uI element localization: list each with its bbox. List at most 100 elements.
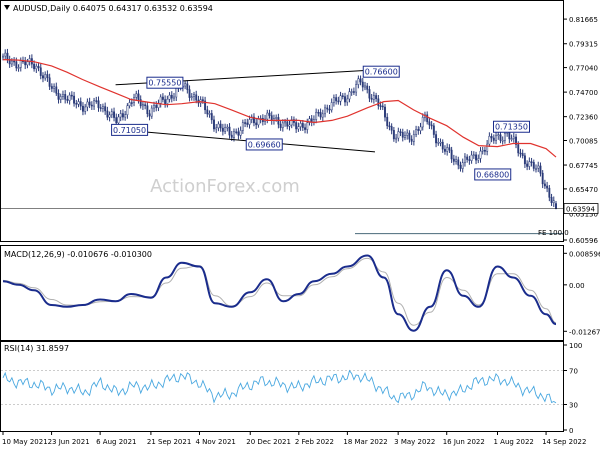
candle-body bbox=[463, 156, 466, 163]
candle-body bbox=[77, 101, 80, 105]
candle-body bbox=[88, 101, 91, 106]
candle-body bbox=[537, 165, 540, 169]
macd-line bbox=[2, 254, 557, 332]
rsi-panel-frame bbox=[0, 341, 564, 432]
candle-body bbox=[528, 161, 531, 167]
candle-body bbox=[521, 153, 524, 156]
candle-body bbox=[44, 74, 47, 79]
candle-body bbox=[415, 129, 418, 135]
candle-body bbox=[290, 119, 293, 126]
candle-body bbox=[350, 91, 353, 93]
candle-body bbox=[55, 86, 58, 94]
candle-body bbox=[450, 149, 453, 160]
candle-body bbox=[406, 132, 409, 136]
candle-body bbox=[130, 102, 133, 104]
candle-body bbox=[508, 131, 511, 140]
candle-body bbox=[184, 83, 187, 87]
candle-body bbox=[437, 141, 440, 144]
candle-body bbox=[432, 125, 435, 135]
candle-body bbox=[421, 117, 424, 128]
price-y-tick-label: 0.77040 bbox=[569, 65, 598, 73]
candle-body bbox=[110, 111, 113, 116]
candles bbox=[2, 48, 557, 210]
candle-body bbox=[108, 114, 111, 118]
price-y-tick-label: 0.81665 bbox=[569, 16, 598, 24]
candle-body bbox=[241, 122, 244, 131]
candle-body bbox=[335, 97, 338, 102]
candle-body bbox=[62, 94, 64, 97]
candle-body bbox=[344, 96, 346, 103]
annotation-label: 0.75550 bbox=[148, 79, 181, 88]
candle-body bbox=[206, 109, 209, 115]
candle-body bbox=[348, 91, 351, 100]
candle-body bbox=[543, 183, 546, 187]
candle-body bbox=[519, 152, 522, 155]
candle-body bbox=[379, 105, 382, 107]
candle-body bbox=[306, 122, 309, 130]
candle-body bbox=[135, 93, 138, 98]
candle-body bbox=[444, 148, 446, 152]
candle-body bbox=[106, 110, 109, 118]
macd-y-tick-label: -0.01267 bbox=[569, 328, 600, 336]
candle-body bbox=[79, 101, 82, 107]
candle-body bbox=[121, 113, 124, 118]
candle-body bbox=[499, 134, 502, 141]
candle-body bbox=[435, 134, 438, 144]
candle-body bbox=[404, 135, 406, 138]
candle-body bbox=[381, 105, 384, 108]
candle-body bbox=[375, 95, 378, 100]
candle-body bbox=[17, 67, 20, 69]
price-annotation: 0.69660 bbox=[245, 138, 283, 151]
candle-body bbox=[417, 129, 420, 131]
candle-body bbox=[452, 158, 455, 162]
candle-body bbox=[153, 105, 155, 109]
annotation-box bbox=[111, 123, 149, 136]
candle-body bbox=[526, 163, 529, 167]
collapse-triangle-icon[interactable] bbox=[4, 5, 10, 10]
macd-panel bbox=[2, 254, 557, 332]
candle-body bbox=[144, 104, 147, 106]
candle-body bbox=[173, 96, 175, 99]
candle-body bbox=[377, 98, 380, 106]
candle-body bbox=[124, 114, 127, 118]
candle-body bbox=[39, 67, 42, 76]
candle-body bbox=[2, 55, 4, 58]
candle-body bbox=[90, 104, 93, 107]
candle-body bbox=[330, 102, 333, 111]
candle-body bbox=[388, 125, 391, 128]
candle-body bbox=[59, 96, 62, 100]
rsi-panel bbox=[1, 369, 563, 405]
candle-body bbox=[352, 91, 355, 93]
candle-body bbox=[466, 156, 469, 160]
candle-body bbox=[548, 187, 551, 198]
candle-body bbox=[221, 127, 224, 132]
candle-body bbox=[33, 63, 36, 70]
candle-body bbox=[470, 154, 473, 161]
annotation-box bbox=[492, 120, 530, 133]
candle-body bbox=[523, 155, 526, 165]
candle-body bbox=[15, 61, 18, 69]
candle-body bbox=[24, 60, 27, 66]
trendline bbox=[115, 128, 376, 153]
price-annotation: 0.66800 bbox=[474, 168, 512, 181]
annotation-label: 0.69660 bbox=[248, 140, 281, 149]
candle-body bbox=[95, 100, 98, 102]
macd-title: MACD(12,26,9) -0.010676 -0.010300 bbox=[4, 250, 152, 259]
rsi-y-tick-label: 70 bbox=[569, 368, 578, 376]
candle-body bbox=[66, 99, 69, 101]
price-panel-frame bbox=[0, 0, 564, 242]
candle-body bbox=[150, 107, 153, 117]
candle-body bbox=[426, 114, 429, 123]
candle-body bbox=[113, 111, 115, 118]
candle-body bbox=[281, 122, 284, 128]
candle-body bbox=[412, 134, 415, 142]
candle-body bbox=[201, 99, 204, 102]
candle-body bbox=[215, 127, 218, 130]
candle-body bbox=[483, 149, 486, 152]
candle-body bbox=[326, 107, 329, 110]
candle-body bbox=[395, 137, 398, 140]
candle-body bbox=[137, 93, 140, 100]
candle-body bbox=[512, 136, 515, 139]
candle-body bbox=[195, 94, 198, 101]
candle-body bbox=[295, 122, 298, 130]
